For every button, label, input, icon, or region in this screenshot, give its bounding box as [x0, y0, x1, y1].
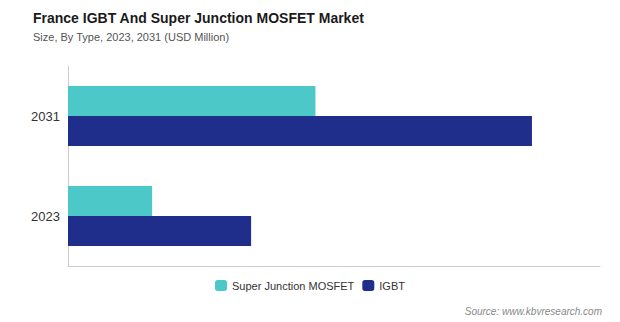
svg-text:2023: 2023	[31, 209, 60, 224]
svg-text:IGBT: IGBT	[379, 280, 405, 292]
svg-text:2031: 2031	[31, 109, 60, 124]
svg-text:Source: www.kbvresearch.com: Source: www.kbvresearch.com	[465, 306, 602, 317]
svg-text:Super Junction MOSFET: Super Junction MOSFET	[232, 280, 355, 292]
svg-text:France IGBT And Super Junction: France IGBT And Super Junction MOSFET Ma…	[33, 10, 364, 26]
svg-text:Size, By Type, 2023, 2031 (USD: Size, By Type, 2023, 2031 (USD Million)	[33, 31, 229, 43]
